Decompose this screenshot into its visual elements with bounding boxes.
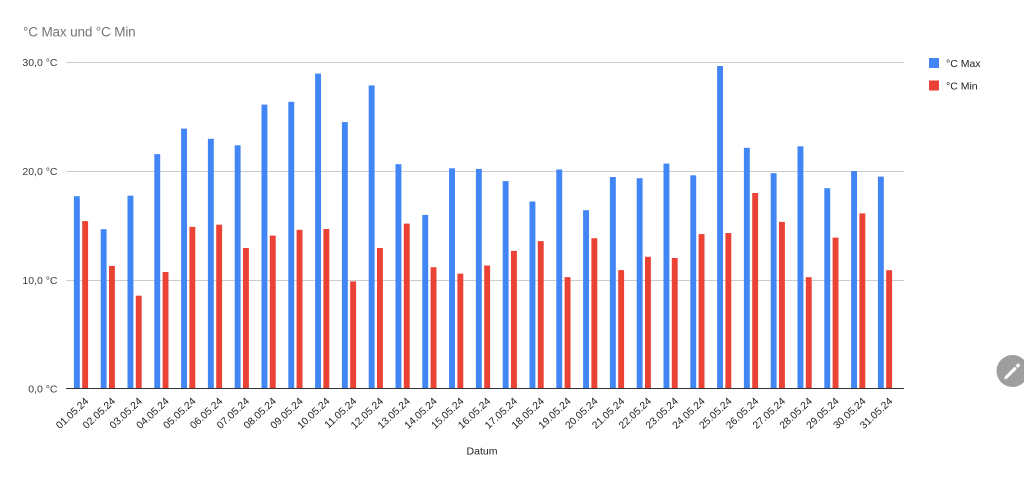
svg-text:10,0 °C: 10,0 °C: [22, 275, 58, 287]
svg-text:°C Min: °C Min: [946, 80, 978, 92]
svg-text:30,0 °C: 30,0 °C: [22, 57, 58, 69]
svg-text:Datum: Datum: [467, 445, 498, 457]
svg-text:0,0 °C: 0,0 °C: [28, 383, 58, 395]
svg-text:°C Max und °C Min: °C Max und °C Min: [23, 24, 136, 39]
svg-text:°C Max: °C Max: [946, 58, 981, 70]
svg-text:20,0 °C: 20,0 °C: [22, 166, 58, 178]
